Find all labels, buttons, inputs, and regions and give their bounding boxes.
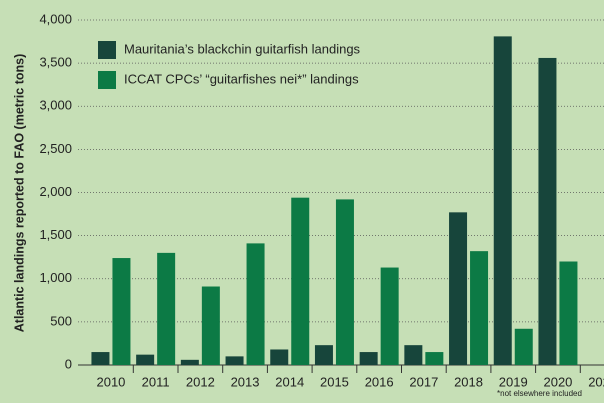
footnote: *not elsewhere included bbox=[497, 389, 582, 398]
bar bbox=[270, 349, 289, 365]
x-tick-label: 2015 bbox=[320, 374, 349, 389]
bar bbox=[538, 57, 557, 365]
x-tick-label: 2012 bbox=[186, 374, 215, 389]
bar bbox=[514, 328, 533, 365]
bar bbox=[335, 199, 354, 365]
x-tick-label: 2013 bbox=[231, 374, 260, 389]
y-tick-label: 2,500 bbox=[39, 141, 72, 156]
x-tick-label: 2020 bbox=[543, 374, 572, 389]
x-tick-label: 2010 bbox=[96, 374, 125, 389]
y-axis-label: Atlantic landings reported to FAO (metri… bbox=[12, 54, 26, 333]
bar bbox=[157, 252, 176, 365]
bar bbox=[291, 197, 310, 365]
x-tick-label: 2011 bbox=[142, 374, 170, 389]
bar bbox=[136, 354, 155, 365]
bar bbox=[493, 36, 512, 365]
bar bbox=[246, 243, 265, 365]
x-tick-label: 2014 bbox=[275, 374, 304, 389]
bar bbox=[449, 212, 468, 365]
legend-swatch bbox=[98, 71, 116, 89]
bar bbox=[180, 359, 199, 365]
bar bbox=[225, 356, 244, 365]
x-tick-label: 2018 bbox=[454, 374, 483, 389]
y-tick-label: 2,000 bbox=[39, 184, 72, 199]
legend-label: ICCAT CPCs’ “guitarfishes nei*” landings bbox=[124, 71, 359, 86]
y-tick-label: 4,000 bbox=[39, 11, 72, 26]
x-tick-label: 2017 bbox=[409, 374, 438, 389]
x-tick-label: 2021 bbox=[588, 374, 604, 389]
bar bbox=[470, 251, 489, 365]
bar bbox=[559, 261, 578, 365]
bar bbox=[314, 345, 333, 365]
y-tick-label: 3,000 bbox=[39, 98, 72, 113]
y-tick-label: 0 bbox=[65, 356, 72, 371]
y-tick-label: 3,500 bbox=[39, 55, 72, 70]
bar bbox=[201, 286, 220, 365]
y-tick-label: 500 bbox=[50, 313, 72, 328]
bar bbox=[359, 352, 378, 365]
x-tick-label: 2019 bbox=[499, 374, 528, 389]
y-tick-label: 1,000 bbox=[39, 270, 72, 285]
legend-label: Mauritania’s blackchin guitarfish landin… bbox=[124, 41, 361, 56]
y-tick-label: 1,500 bbox=[39, 227, 72, 242]
bar bbox=[404, 345, 423, 365]
bar bbox=[91, 352, 110, 365]
bar bbox=[380, 267, 399, 365]
x-tick-label: 2016 bbox=[365, 374, 394, 389]
bar bbox=[425, 352, 444, 365]
bar bbox=[112, 258, 131, 365]
legend-swatch bbox=[98, 41, 116, 59]
